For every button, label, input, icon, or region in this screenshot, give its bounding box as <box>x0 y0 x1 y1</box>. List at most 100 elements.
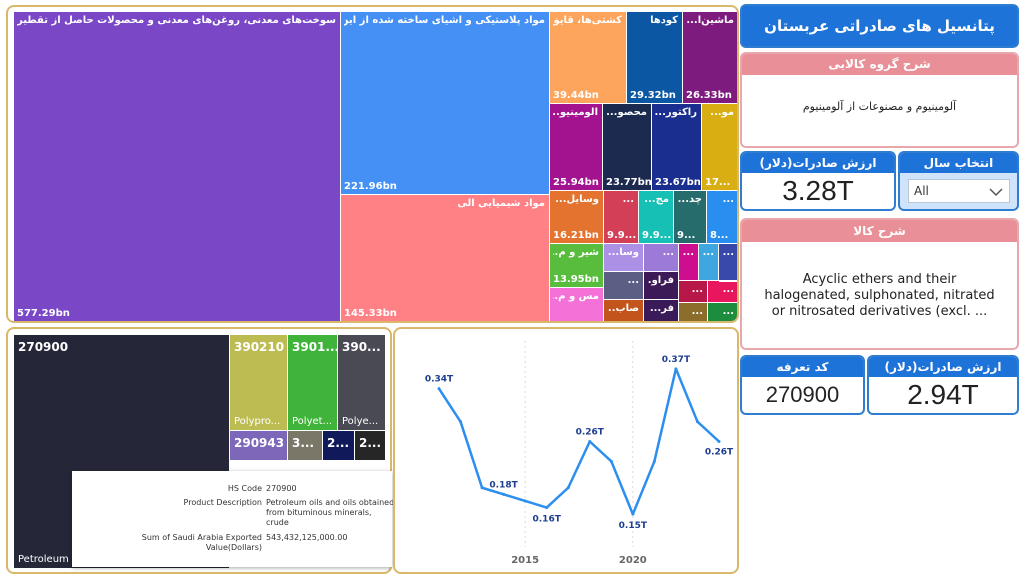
treemap-tile[interactable]: ماشین‌آ... 26.33bn <box>683 12 737 104</box>
treemap-tile-label: ... <box>627 275 639 286</box>
data-point[interactable] <box>523 499 527 503</box>
tooltip-key: HS Code <box>227 484 262 493</box>
export-card-bottom-value: 2.94T <box>907 379 979 410</box>
treemap-tile[interactable]: محصو... 23.77bn <box>603 104 652 191</box>
treemap-tile-value: 17... <box>705 177 731 188</box>
treemap-tile[interactable]: ... <box>708 281 737 303</box>
treemap-tile[interactable]: ... <box>699 244 719 281</box>
hs-tile-code: 2... <box>359 436 382 450</box>
treemap-tile[interactable]: فرآو... <box>644 272 679 300</box>
group-card: شرح گروه کالایی آلومینیوم و مصنوعات از آ… <box>740 52 1019 148</box>
data-point[interactable] <box>674 367 678 371</box>
treemap-tile-label: ... <box>722 306 734 317</box>
treemap-tile-label: راکتور... <box>655 107 697 118</box>
product-card-header: شرح کالا <box>742 220 1017 242</box>
series-line[interactable] <box>437 367 720 516</box>
hs-tile-desc: Petroleum ... <box>18 554 82 565</box>
hs-tile-code: 290943 <box>234 436 285 450</box>
data-point[interactable] <box>631 512 635 516</box>
hs-tile-desc: Polye... <box>342 416 379 427</box>
treemap-tile[interactable]: ... <box>679 303 708 321</box>
treemap-tile[interactable]: ... <box>644 244 679 272</box>
treemap-tile[interactable]: آلومینیو... 25.94bn <box>550 104 603 191</box>
data-point[interactable] <box>588 440 592 443</box>
treemap-tile-value: 23.67bn <box>655 177 701 188</box>
treemap-tile[interactable]: ... <box>708 303 737 321</box>
hs-tile-code: 390210 <box>234 340 285 354</box>
treemap-tile[interactable]: چد... 9... <box>674 191 707 244</box>
treemap-tile-label: صاب... <box>607 303 639 314</box>
hs-treemap-tile[interactable]: 3... <box>288 431 323 461</box>
treemap-tile[interactable]: مواد شیمیایی آلی 145.33bn <box>341 195 550 321</box>
treemap-tile[interactable]: مواد پلاستیکی و اشیای ساخته شده از این م… <box>341 12 550 195</box>
treemap-tile-label: فرآو... <box>647 275 674 286</box>
treemap-tile[interactable]: ... <box>679 244 699 281</box>
hs-treemap-tile[interactable]: 290943 <box>230 431 288 461</box>
treemap-tile-label: مج... <box>644 194 669 205</box>
treemap-tile-label: ... <box>702 247 714 258</box>
treemap-tile[interactable]: ... 9.9... <box>604 191 639 244</box>
hs-tile-code: 270900 <box>18 340 69 354</box>
treemap-tile[interactable]: مو... 17... <box>702 104 737 191</box>
data-label: 0.15T <box>619 521 648 531</box>
x-tick-label: 2015 <box>511 555 539 566</box>
data-point[interactable] <box>695 420 699 424</box>
year-select-dropdown[interactable]: All <box>908 179 1010 203</box>
treemap-tile[interactable]: ... <box>719 281 737 282</box>
treemap-tile[interactable]: ... <box>604 272 644 300</box>
treemap-tile-value: 9.9... <box>642 230 672 241</box>
treemap-tile[interactable]: مج... 9.9... <box>639 191 674 244</box>
treemap-tile[interactable]: شیر و م... 13.95bn <box>550 244 604 288</box>
treemap-tile-label: ماشین‌آ... <box>686 15 734 26</box>
data-label: 0.26T <box>576 428 605 438</box>
year-select-card: انتخاب سال All <box>898 151 1019 211</box>
treemap-tile[interactable]: ... <box>719 244 737 281</box>
hs-treemap-tile[interactable]: 390... Polye... <box>338 335 386 431</box>
data-point[interactable] <box>502 492 506 496</box>
treemap-tile[interactable]: راکتور... 23.67bn <box>652 104 702 191</box>
data-point[interactable] <box>609 459 613 463</box>
data-point[interactable] <box>437 387 441 391</box>
treemap-tile[interactable]: کودها 29.32bn <box>627 12 683 104</box>
treemap-tile-label: آلومینیو... <box>553 107 598 118</box>
treemap-tile[interactable]: کشتی‌ها، قایق... 39.44bn <box>550 12 627 104</box>
treemap-tile-value: 29.32bn <box>630 90 676 101</box>
treemap-tile-value: 577.29bn <box>17 308 70 319</box>
treemap-tile-label: ... <box>691 306 703 317</box>
export-card-bottom-header: ارزش صادرات(دلار) <box>869 357 1017 377</box>
data-point[interactable] <box>717 440 721 443</box>
data-point[interactable] <box>566 486 570 490</box>
hs-treemap-tile[interactable]: 2... <box>355 431 386 461</box>
treemap-tile[interactable]: ... 8... <box>707 191 737 244</box>
hs-tile-code: 390... <box>342 340 381 354</box>
treemap-tile-label: ... <box>691 284 703 295</box>
group-card-header: شرح گروه کالایی <box>742 54 1017 75</box>
data-point[interactable] <box>652 459 656 463</box>
hs-treemap-tile[interactable]: 2... <box>323 431 355 461</box>
data-point[interactable] <box>480 486 484 490</box>
treemap-tile-label: محصو... <box>606 107 647 118</box>
data-label: 0.16T <box>533 515 562 525</box>
treemap-tile[interactable]: صاب... <box>604 300 644 321</box>
treemap-tile-value: 145.33bn <box>344 308 397 319</box>
treemap-tile[interactable]: وسا... <box>604 244 644 272</box>
treemap-tile-label: مو... <box>710 107 734 118</box>
treemap-tile[interactable]: ... <box>679 281 708 303</box>
x-tick-label: 2020 <box>619 555 647 566</box>
data-label: 0.18T <box>489 480 518 490</box>
data-point[interactable] <box>459 420 463 424</box>
treemap-tile-label: مواد پلاستیکی و اشیای ساخته شده از این م… <box>344 15 545 26</box>
export-trend-chart[interactable]: 2015 2020 0.34T 0.18T 0.16T 0.26T 0.15T 0.37T 0.… <box>395 329 737 572</box>
treemap-tile[interactable]: فر... <box>644 300 679 321</box>
hs-treemap-tile[interactable]: 3901... Polyet... <box>288 335 338 431</box>
hs-treemap-panel: 270900 Petroleum ... 390210 Polypro... 3901.… <box>6 327 392 574</box>
data-point[interactable] <box>545 506 549 510</box>
hs-tile-code: 3... <box>292 436 315 450</box>
treemap-tile[interactable]: مس و م... <box>550 288 604 321</box>
hs-tile-code: 2... <box>327 436 350 450</box>
treemap-tile[interactable]: وسایل... 16.21bn <box>550 191 604 244</box>
treemap-tile[interactable]: سوخت‌های معدنی، روغن‌های معدنی و محصولات… <box>14 12 341 321</box>
product-card-value: Acyclic ethers and their halogenated, su… <box>764 272 995 319</box>
hs-treemap-tile[interactable]: 390210 Polypro... <box>230 335 288 431</box>
group-treemap[interactable]: سوخت‌های معدنی، روغن‌های معدنی و محصولات… <box>14 12 737 321</box>
